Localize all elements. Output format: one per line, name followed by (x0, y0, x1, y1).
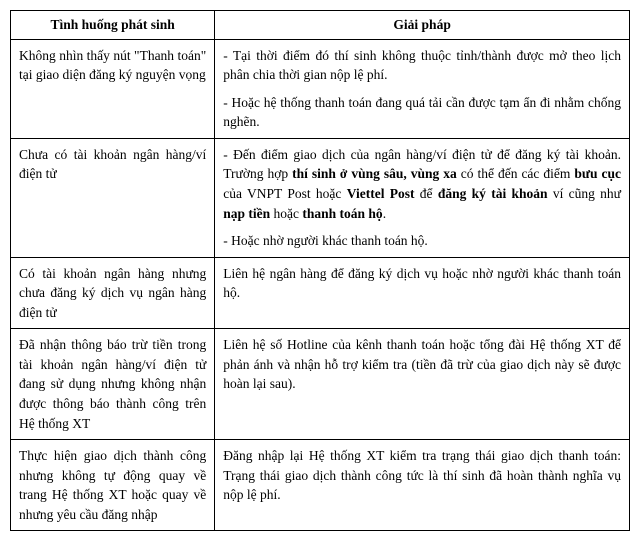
row3-solution: Liên hệ ngân hàng để đăng ký dịch vụ hoặ… (215, 257, 630, 329)
header-situation: Tình huống phát sinh (11, 11, 215, 40)
row5-solution: Đăng nhập lại Hệ thống XT kiểm tra trạng… (215, 440, 630, 531)
table-row: Có tài khoản ngân hàng nhưng chưa đăng k… (11, 257, 630, 329)
row5-situation: Thực hiện giao dịch thành công nhưng khô… (11, 440, 215, 531)
situations-table: Tình huống phát sinh Giải pháp Không nhì… (10, 10, 630, 531)
row2-solution-p2: - Hoặc nhờ người khác thanh toán hộ. (223, 231, 621, 251)
row2-solution: - Đến điểm giao dịch của ngân hàng/ví đi… (215, 138, 630, 257)
table-row: Đã nhận thông báo trừ tiền trong tài kho… (11, 329, 630, 440)
row1-situation: Không nhìn thấy nút "Thanh toán" tại gia… (11, 39, 215, 138)
row1-solution: - Tại thời điểm đó thí sinh không thuộc … (215, 39, 630, 138)
table-row: Không nhìn thấy nút "Thanh toán" tại gia… (11, 39, 630, 138)
row4-situation: Đã nhận thông báo trừ tiền trong tài kho… (11, 329, 215, 440)
table-row: Thực hiện giao dịch thành công nhưng khô… (11, 440, 630, 531)
row2-solution-p1: - Đến điểm giao dịch của ngân hàng/ví đi… (223, 145, 621, 223)
row1-solution-p2: - Hoặc hệ thống thanh toán đang quá tải … (223, 93, 621, 132)
row3-situation: Có tài khoản ngân hàng nhưng chưa đăng k… (11, 257, 215, 329)
table-row: Chưa có tài khoản ngân hàng/ví điện tử -… (11, 138, 630, 257)
row2-situation: Chưa có tài khoản ngân hàng/ví điện tử (11, 138, 215, 257)
row1-solution-p1: - Tại thời điểm đó thí sinh không thuộc … (223, 46, 621, 85)
header-solution: Giải pháp (215, 11, 630, 40)
row4-solution: Liên hệ số Hotline của kênh thanh toán h… (215, 329, 630, 440)
table-header-row: Tình huống phát sinh Giải pháp (11, 11, 630, 40)
